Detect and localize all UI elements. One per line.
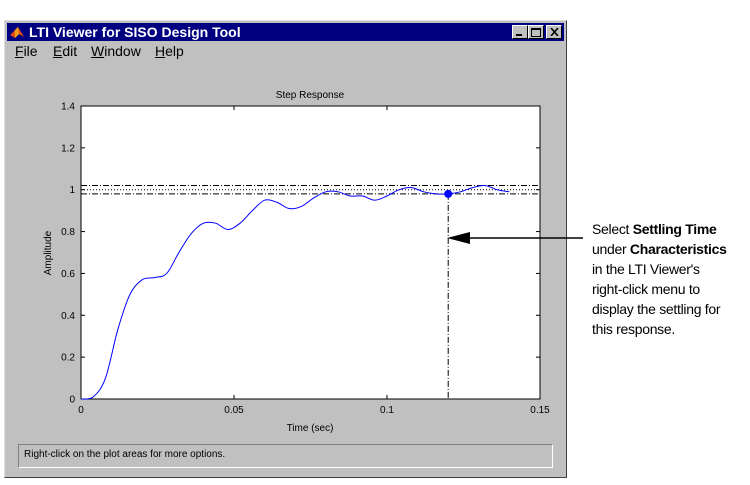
arrow-head-icon <box>447 232 470 244</box>
y-axis-label: Amplitude <box>43 230 54 275</box>
close-icon <box>549 28 559 36</box>
status-bar: Right-click on the plot areas for more o… <box>18 444 553 468</box>
callout-under: under <box>592 241 627 257</box>
close-button[interactable] <box>546 25 562 39</box>
settling-time-callout: Select Settling Time under Characteristi… <box>592 219 747 339</box>
window-title: LTI Viewer for SISO Design Tool <box>29 24 241 40</box>
plot-area[interactable] <box>80 105 541 400</box>
settling-time-point[interactable] <box>444 189 453 198</box>
axis-ticks: 0 0.05 0.1 0.15 0 0.2 0.4 0.6 0.8 1 1.2 1.4 <box>61 102 550 417</box>
x-tick-label: 0.05 <box>224 405 244 416</box>
callout-line-6: this response. <box>592 321 675 337</box>
matlab-logo-icon <box>9 24 25 40</box>
title-bar[interactable]: LTI Viewer for SISO Design Tool <box>7 23 564 41</box>
menu-edit[interactable]: Edit <box>53 43 78 59</box>
callout-line-3: in the LTI Viewer's <box>592 261 700 277</box>
minimize-button[interactable] <box>512 25 528 39</box>
y-tick-label: 0.4 <box>61 311 75 322</box>
maximize-button[interactable] <box>528 25 544 39</box>
data-series <box>80 184 510 400</box>
chart-title: Step Response <box>276 90 345 101</box>
x-axis-label: Time (sec) <box>287 423 334 434</box>
callout-select: Select <box>592 221 630 237</box>
callout-settling-time: Settling Time <box>632 221 717 237</box>
menu-file[interactable]: File <box>15 43 38 59</box>
callout-line-4: right-click menu to <box>592 281 700 297</box>
y-tick-label: 0 <box>69 395 75 406</box>
step-response-line[interactable] <box>80 184 510 400</box>
y-tick-label: 0.8 <box>61 227 75 238</box>
y-tick-label: 1 <box>69 185 75 196</box>
menu-help[interactable]: Help <box>155 43 184 59</box>
menu-window[interactable]: Window <box>91 43 141 59</box>
y-tick-label: 1.4 <box>61 102 75 113</box>
x-tick-label: 0.1 <box>380 405 394 416</box>
callout-characteristics: Characteristics <box>629 241 727 257</box>
x-tick-label: 0 <box>78 405 84 416</box>
y-tick-label: 1.2 <box>61 143 75 154</box>
y-tick-label: 0.6 <box>61 269 75 280</box>
x-tick-label: 0.15 <box>530 405 550 416</box>
minimize-icon <box>516 34 522 36</box>
callout-line-5: display the settling for <box>592 301 721 317</box>
y-tick-label: 0.2 <box>61 353 75 364</box>
menu-bar: File Edit Window Help <box>7 42 564 62</box>
maximize-icon <box>531 27 541 37</box>
settling-bounds <box>81 185 540 399</box>
